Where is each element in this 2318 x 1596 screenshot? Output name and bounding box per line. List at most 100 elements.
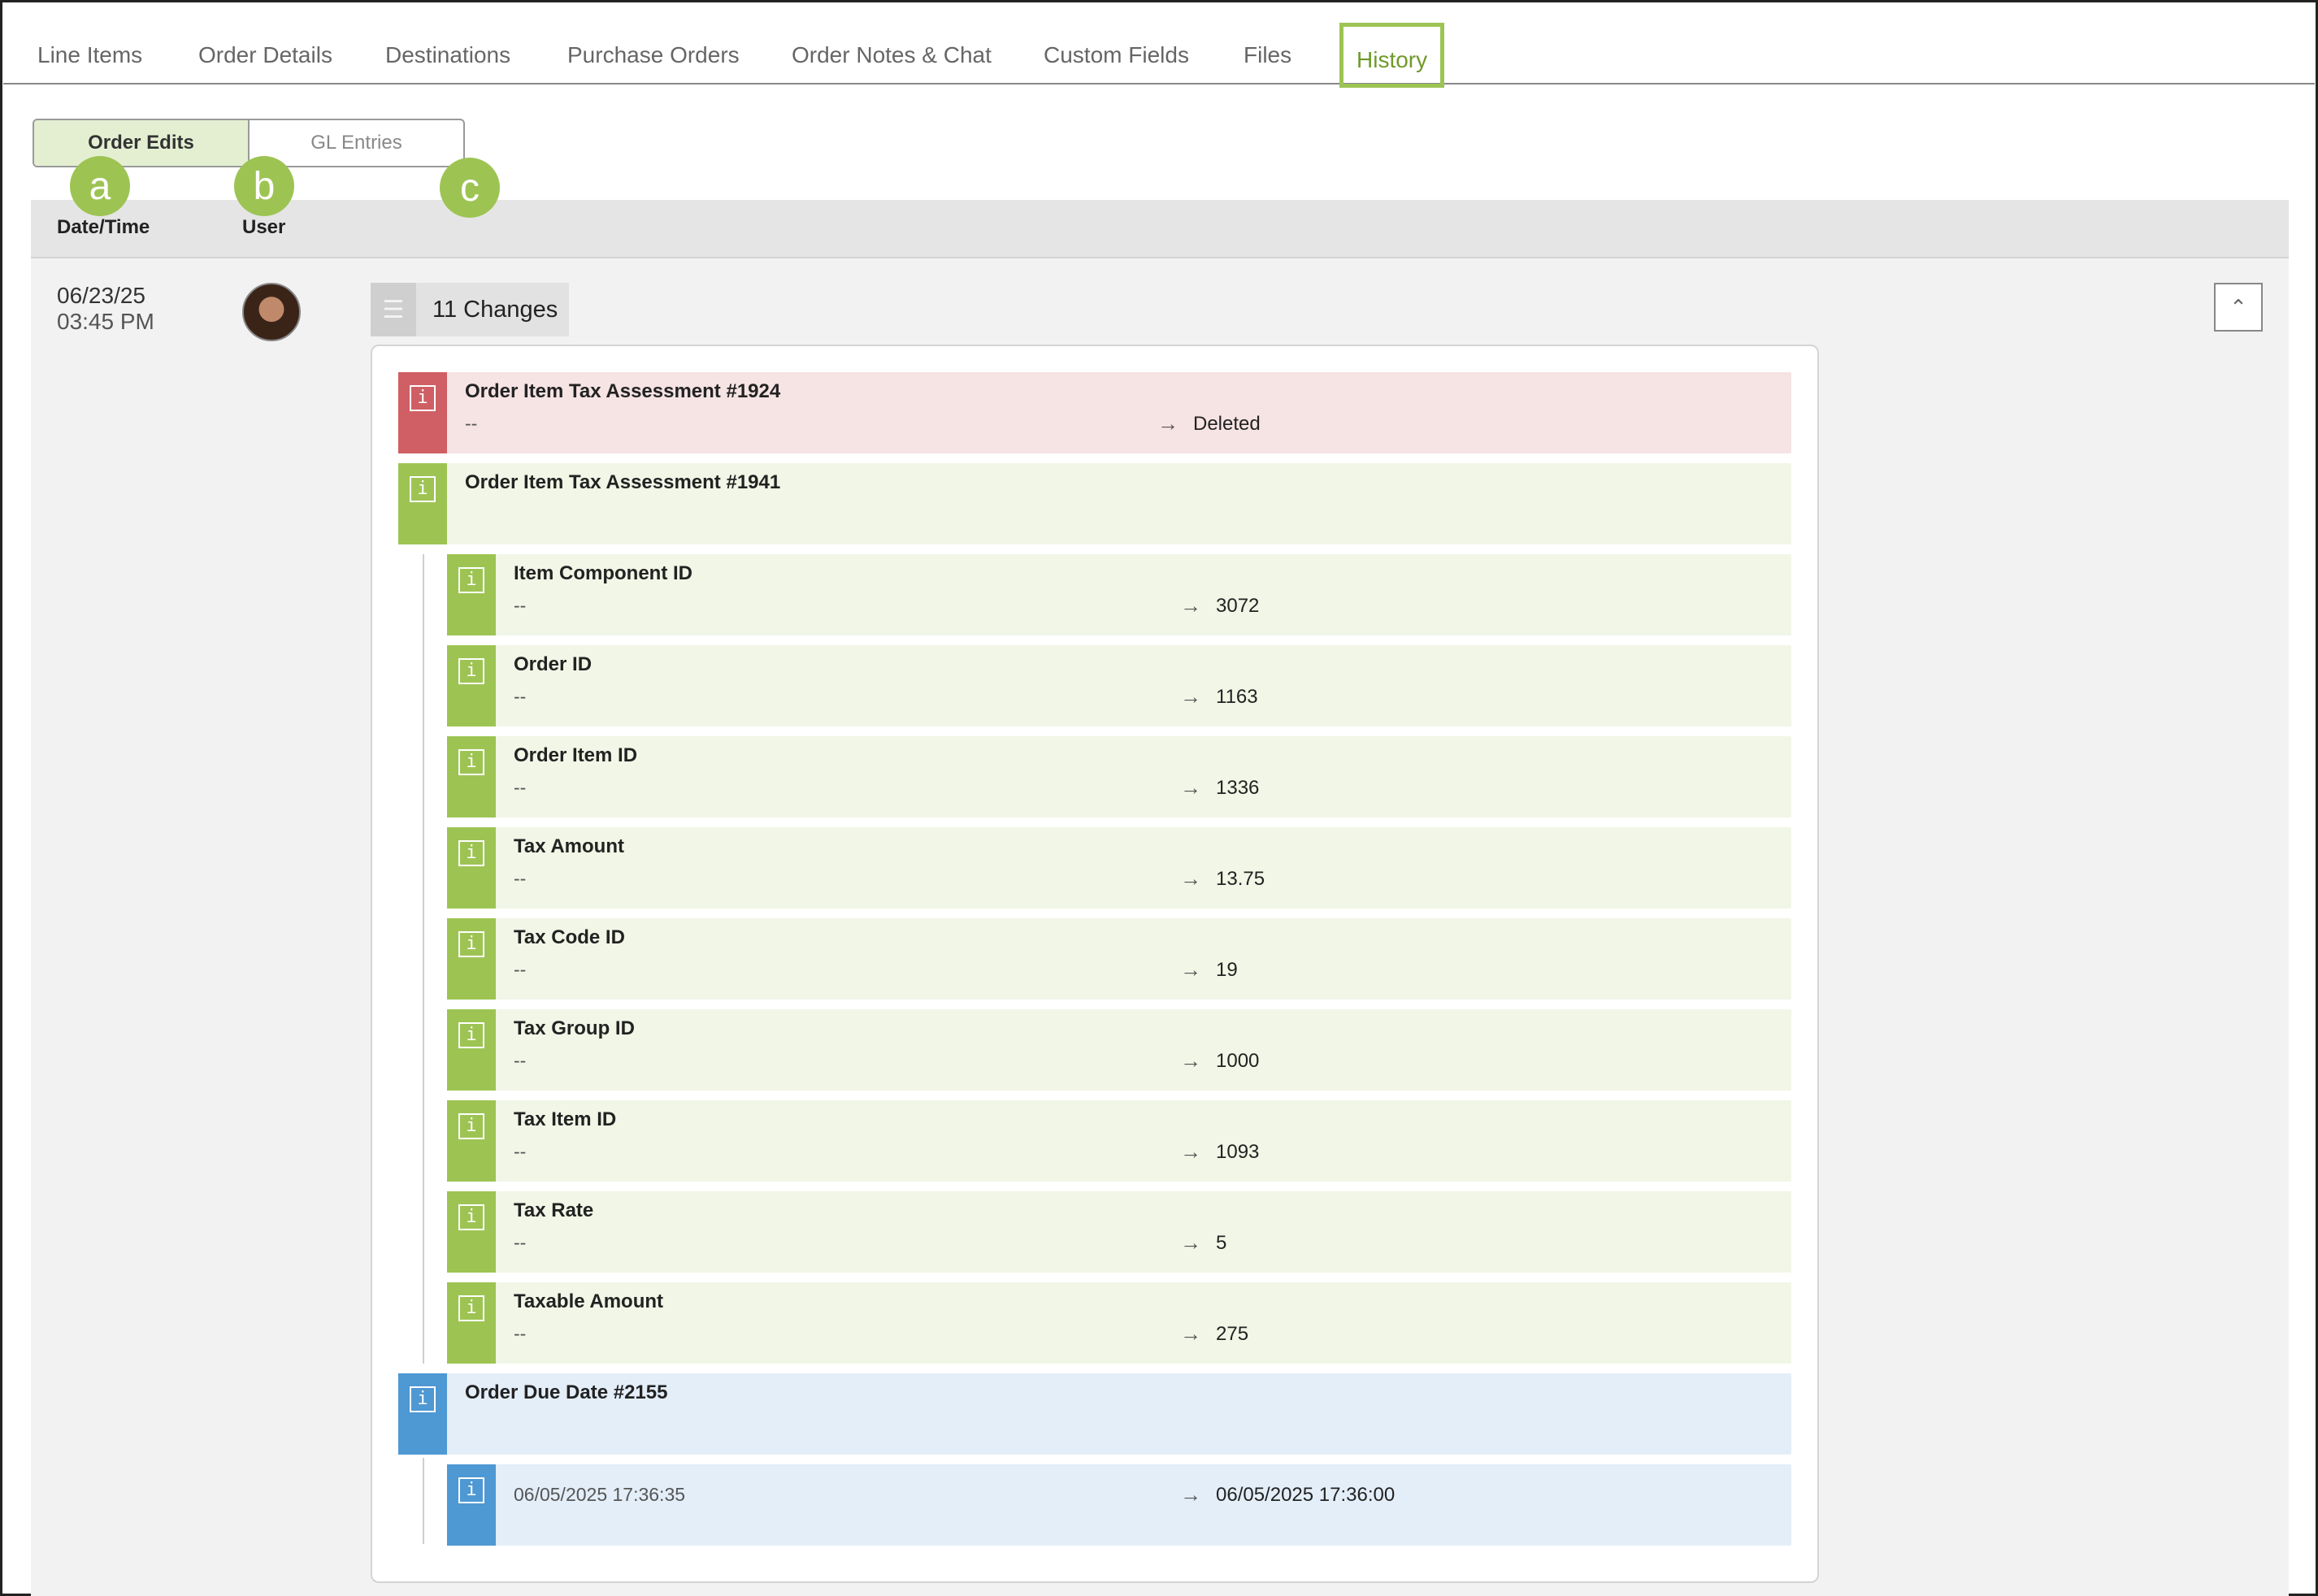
change-new-value: 5 <box>1216 1232 1227 1254</box>
change-field-name: Tax Group ID <box>514 1017 635 1039</box>
change-old-value: -- <box>514 1323 527 1344</box>
info-icon[interactable]: i <box>458 749 484 775</box>
change-old-value: -- <box>514 686 527 707</box>
change-row[interactable]: i Order Due Date #2155 <box>398 1373 1791 1455</box>
tab-line-items[interactable]: Line Items <box>37 42 143 67</box>
change-row[interactable]: i Tax Item ID -- → 1093 <box>447 1100 1791 1182</box>
info-icon[interactable]: i <box>410 476 436 502</box>
user-avatar[interactable] <box>242 283 301 341</box>
info-icon[interactable]: i <box>458 1113 484 1139</box>
change-old-value: -- <box>514 868 527 889</box>
change-field-name: Tax Amount <box>514 835 624 857</box>
status-bar: i <box>447 554 496 635</box>
tab-order-notes-chat[interactable]: Order Notes & Chat <box>792 42 992 67</box>
change-field-name: Order Due Date #2155 <box>465 1381 668 1403</box>
arrow-right-icon: → <box>1180 1048 1201 1073</box>
change-row[interactable]: i Order Item ID -- → 1336 <box>447 736 1791 818</box>
change-field-name: Tax Rate <box>514 1199 594 1221</box>
info-icon[interactable]: i <box>458 658 484 684</box>
change-body: Order Item Tax Assessment #1924 -- → Delete… <box>447 372 1791 453</box>
status-bar: i <box>447 827 496 909</box>
arrow-right-icon: → <box>1157 411 1179 436</box>
change-new-value: 1336 <box>1216 777 1260 799</box>
info-icon[interactable]: i <box>410 1386 436 1412</box>
change-body: Tax Group ID -- → 1000 <box>496 1009 1791 1091</box>
arrow-right-icon: → <box>1180 684 1201 709</box>
changes-count: 11 Changes <box>432 296 558 323</box>
change-body: Taxable Amount -- → 275 <box>496 1282 1791 1364</box>
change-field-name: Tax Item ID <box>514 1108 617 1130</box>
change-row[interactable]: i Tax Group ID -- → 1000 <box>447 1009 1791 1091</box>
change-field-name: Order Item Tax Assessment #1941 <box>465 471 781 493</box>
change-old-value: -- <box>514 1232 527 1253</box>
change-body: Order ID -- → 1163 <box>496 645 1791 726</box>
change-row[interactable]: i Order Item Tax Assessment #1924 -- → Delet… <box>398 372 1791 453</box>
change-row[interactable]: i Order Item Tax Assessment #1941 <box>398 463 1791 544</box>
arrow-right-icon: → <box>1180 775 1201 800</box>
change-old-value: -- <box>465 413 478 434</box>
collapse-button[interactable]: ⌃ <box>2214 283 2263 332</box>
status-bar: i <box>447 645 496 726</box>
status-bar: i <box>447 1100 496 1182</box>
tree-connector <box>423 1458 424 1544</box>
info-icon[interactable]: i <box>410 385 436 411</box>
change-old-value: -- <box>514 777 527 798</box>
info-icon[interactable]: i <box>458 1204 484 1230</box>
entry-date: 06/23/25 <box>57 283 145 308</box>
change-row[interactable]: i Taxable Amount -- → 275 <box>447 1282 1791 1364</box>
change-body: Tax Code ID -- → 19 <box>496 918 1791 1000</box>
tab-custom-fields[interactable]: Custom Fields <box>1044 42 1189 67</box>
tab-history[interactable]: History <box>1339 23 1445 88</box>
tab-destinations[interactable]: Destinations <box>385 42 511 67</box>
change-row[interactable]: i Tax Code ID -- → 19 <box>447 918 1791 1000</box>
status-bar: i <box>447 1282 496 1364</box>
info-icon[interactable]: i <box>458 1295 484 1321</box>
info-icon[interactable]: i <box>458 567 484 593</box>
change-row[interactable]: i Tax Rate -- → 5 <box>447 1191 1791 1273</box>
status-bar: i <box>398 463 447 544</box>
change-row[interactable]: i Item Component ID -- → 3072 <box>447 554 1791 635</box>
column-header-user: User <box>242 216 286 238</box>
order-edits-button[interactable]: Order Edits <box>34 120 250 166</box>
change-new-value: Deleted <box>1193 413 1261 435</box>
tab-purchase-orders[interactable]: Purchase Orders <box>567 42 740 67</box>
change-body: Order Due Date #2155 <box>447 1373 1791 1455</box>
change-row[interactable]: i Order ID -- → 1163 <box>447 645 1791 726</box>
chevron-up-icon: ⌃ <box>2229 294 2247 319</box>
info-icon[interactable]: i <box>458 840 484 866</box>
change-field-name: Taxable Amount <box>514 1290 664 1312</box>
arrow-right-icon: → <box>1180 1139 1201 1164</box>
tree-connector <box>423 554 424 1364</box>
gl-entries-button[interactable]: GL Entries <box>310 132 402 154</box>
change-old-value: 06/05/2025 17:36:35 <box>514 1484 686 1505</box>
change-new-value: 1163 <box>1216 686 1258 708</box>
change-row[interactable]: i Tax Amount -- → 13.75 <box>447 827 1791 909</box>
change-field-name: Item Component ID <box>514 562 692 584</box>
change-new-value: 19 <box>1216 959 1238 981</box>
tab-files[interactable]: Files <box>1244 42 1292 67</box>
status-bar: i <box>447 918 496 1000</box>
arrow-right-icon: → <box>1180 1321 1201 1346</box>
tab-order-details[interactable]: Order Details <box>198 42 332 67</box>
changes-summary[interactable]: ☰ 11 Changes <box>371 283 569 336</box>
status-bar: i <box>398 1373 447 1455</box>
info-icon[interactable]: i <box>458 931 484 957</box>
callout-b: b <box>234 156 294 216</box>
change-new-value: 1000 <box>1216 1050 1260 1072</box>
change-field-name: Order Item ID <box>514 744 638 766</box>
change-row[interactable]: i 06/05/2025 17:36:35 → 06/05/2025 17:36:00 <box>447 1464 1791 1546</box>
status-bar: i <box>447 736 496 818</box>
change-old-value: -- <box>514 959 527 980</box>
arrow-right-icon: → <box>1180 1482 1201 1507</box>
change-old-value: -- <box>514 595 527 616</box>
arrow-right-icon: → <box>1180 1230 1201 1255</box>
change-new-value: 3072 <box>1216 595 1260 617</box>
info-icon[interactable]: i <box>458 1022 484 1048</box>
table-header <box>31 200 2289 258</box>
change-new-value: 13.75 <box>1216 868 1265 890</box>
tab-bar: Line Items Order Details Destinations Pu… <box>3 3 2315 88</box>
info-icon[interactable]: i <box>458 1477 484 1503</box>
change-body: Tax Amount -- → 13.75 <box>496 827 1791 909</box>
change-field-name: Order Item Tax Assessment #1924 <box>465 380 781 402</box>
change-new-value: 06/05/2025 17:36:00 <box>1216 1484 1396 1506</box>
